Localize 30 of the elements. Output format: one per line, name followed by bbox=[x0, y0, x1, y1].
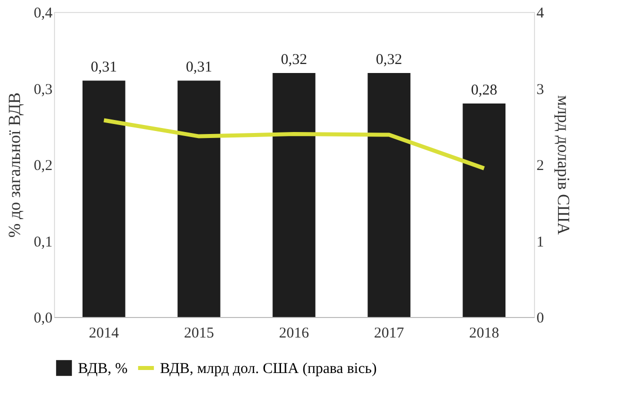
legend-label: ВДВ, % bbox=[78, 361, 128, 377]
legend-label: ВДВ, млрд дол. США (права вісь) bbox=[160, 361, 377, 377]
y2-tick-label: 3 bbox=[536, 82, 544, 98]
x-tick-label: 2016 bbox=[279, 326, 310, 342]
x-tick-label: 2015 bbox=[184, 326, 214, 342]
y-tick-label: 0,3 bbox=[34, 82, 52, 98]
y-tick-label: 0,4 bbox=[34, 6, 53, 22]
data-label: 0,32 bbox=[376, 52, 402, 68]
y2-tick-label: 2 bbox=[536, 158, 544, 174]
bar bbox=[368, 73, 410, 317]
y2-tick-label: 1 bbox=[536, 234, 544, 250]
y-tick-label: 0,1 bbox=[34, 234, 52, 250]
bar bbox=[82, 80, 126, 317]
bar bbox=[272, 73, 316, 317]
line-series bbox=[102, 118, 486, 170]
y-tick-label: 0,2 bbox=[34, 158, 52, 174]
data-label: 0,32 bbox=[280, 52, 308, 68]
y2-tick-label: 0 bbox=[536, 310, 544, 326]
y2-tick-label: 4 bbox=[536, 6, 544, 22]
bar bbox=[462, 104, 506, 317]
data-label: 0,28 bbox=[470, 82, 498, 98]
y2-axis-title: млрд доларів США bbox=[554, 95, 573, 236]
x-tick-label: 2018 bbox=[469, 326, 500, 342]
x-tick-label: 2017 bbox=[374, 326, 405, 342]
data-label: 0,31 bbox=[90, 60, 118, 76]
x-tick-label: 2014 bbox=[88, 326, 120, 342]
bar bbox=[178, 80, 220, 317]
data-label: 0,31 bbox=[186, 60, 212, 76]
y-tick-label: 0,0 bbox=[34, 310, 52, 326]
y-axis-title: % до загальної ВДВ bbox=[4, 92, 24, 238]
